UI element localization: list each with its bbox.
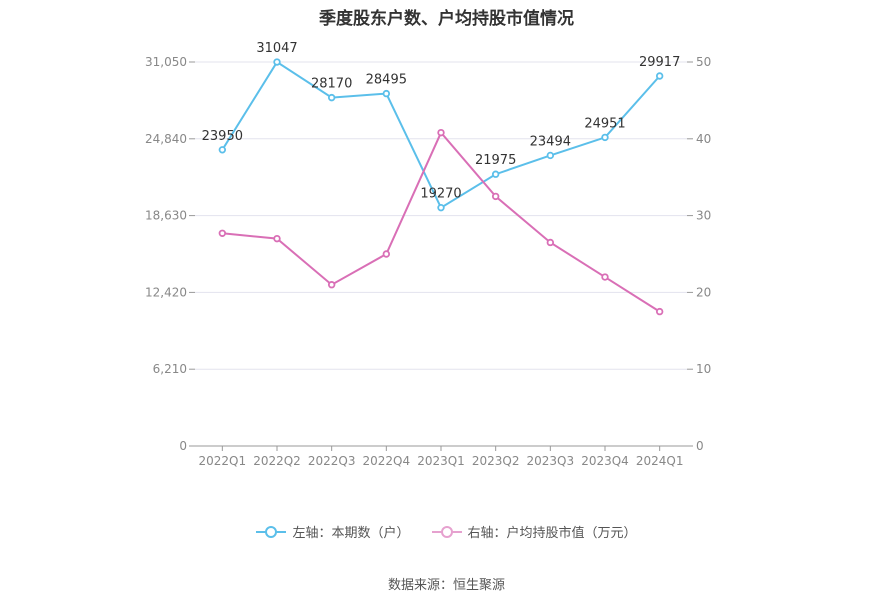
data-label: 28170 [311, 77, 352, 92]
data-label: 19270 [420, 187, 461, 202]
left-axis-tick-label: 12,420 [145, 285, 187, 299]
x-axis-tick-label: 2023Q1 [417, 454, 465, 468]
data-point [655, 307, 664, 316]
data-point [382, 89, 391, 98]
data-point [437, 128, 445, 137]
data-point [327, 93, 336, 102]
data-point [655, 72, 664, 80]
left-axis-tick-label: 18,630 [145, 209, 187, 223]
x-axis-tick-label: 2022Q3 [308, 454, 356, 468]
data-point [218, 229, 227, 237]
data-point [601, 133, 609, 142]
x-axis-tick-label: 2023Q3 [527, 454, 575, 468]
chart-title: 季度股东户数、户均持股市值情况 [319, 9, 574, 29]
legend-item-right-series[interactable]: 右轴：户均持股市值（万元） [431, 522, 637, 541]
legend-label-right-series: 右轴：户均持股市值（万元） [467, 526, 637, 541]
x-axis-tick-label: 2022Q4 [363, 454, 411, 468]
x-axis-tick-label: 2023Q2 [472, 454, 520, 468]
right-axis-tick-label: 50 [696, 55, 711, 69]
x-axis-tick-label: 2023Q4 [581, 454, 629, 468]
legend-right-marker-icon [431, 525, 462, 538]
left-axis-tick-label: 24,840 [145, 132, 187, 146]
data-label: 21975 [475, 153, 516, 168]
data-label: 28495 [366, 73, 407, 88]
right-axis-tick-label: 40 [696, 132, 711, 146]
data-label: 23950 [202, 129, 243, 144]
right-axis-tick-label: 30 [696, 209, 711, 223]
x-axis-tick-label: 2024Q1 [636, 454, 684, 468]
data-label: 29917 [639, 55, 680, 70]
data-point [491, 192, 500, 201]
data-point [327, 281, 336, 289]
right-axis-tick-label: 20 [696, 285, 711, 299]
data-point [273, 58, 281, 66]
data-point [437, 203, 445, 212]
chart-legend: 左轴：本期数（户） 右轴：户均持股市值（万元） [0, 522, 893, 541]
data-label: 24951 [584, 116, 625, 131]
data-point [546, 238, 555, 247]
left-axis-tick-label: 6,210 [153, 362, 187, 376]
chart-area: 0 0 6,210 10 12,420 20 18,630 30 24,840 40 31,050 5… [145, 41, 711, 468]
data-point [601, 273, 609, 281]
series-line-1 [222, 130, 661, 313]
data-point [218, 146, 227, 154]
right-axis-tick-label: 0 [696, 439, 704, 453]
data-point [491, 170, 500, 178]
x-axis-tick-label: 2022Q1 [199, 454, 247, 468]
legend-item-left-series[interactable]: 左轴：本期数（户） [256, 522, 410, 541]
data-source: 数据来源：恒生聚源 [387, 578, 505, 593]
data-label: 31047 [256, 41, 297, 56]
data-point [273, 234, 281, 243]
right-axis-tick-label: 10 [696, 362, 711, 376]
x-axis-tick-label: 2022Q2 [253, 454, 301, 468]
legend-label-left-series: 左轴：本期数（户） [292, 526, 410, 541]
data-point [546, 151, 555, 160]
left-axis-tick-label: 0 [179, 439, 187, 453]
data-point [382, 250, 391, 258]
data-label: 23494 [530, 134, 571, 149]
legend-left-marker-icon [256, 525, 287, 538]
left-axis-tick-label: 31,050 [145, 55, 187, 69]
